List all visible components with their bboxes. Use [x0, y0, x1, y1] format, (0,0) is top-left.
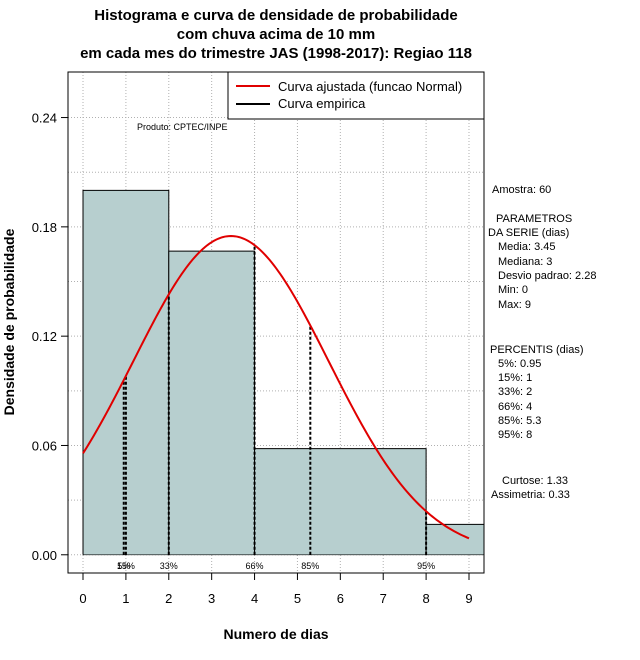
histogram-bars	[82, 189, 485, 556]
kurtosis: Curtose: 1.33	[502, 475, 568, 487]
percentile-95: 95%: 8	[498, 429, 532, 441]
percentile-label-15%: 15%	[117, 561, 135, 571]
percentile-5: 5%: 0.95	[498, 358, 541, 370]
percentile-label-85%: 85%	[301, 561, 319, 571]
fitted-normal-curve	[82, 235, 470, 540]
y-axis: 0.00 0.06 0.12 0.18 0.24	[32, 111, 69, 563]
percentile-label-66%: 66%	[246, 561, 264, 571]
percentile-markers: 5%15% 33% 66% 85% 95%	[117, 245, 435, 571]
percentile-85: 85%: 5.3	[498, 415, 541, 427]
chart-title-line-1: Histograma e curva de densidade de proba…	[94, 7, 457, 24]
sample-size: Amostra: 60	[492, 184, 551, 196]
histogram-bar-0	[83, 190, 169, 555]
param-median: Mediana: 3	[498, 256, 552, 268]
x-tick-label-6: 6	[337, 591, 344, 606]
percentile-66: 66%: 4	[498, 401, 532, 413]
percentile-15: 15%: 1	[498, 372, 532, 384]
y-tick-label-0.00: 0.00	[32, 548, 57, 563]
product-label: Produto: CPTEC/INPE	[137, 122, 228, 132]
percentile-33: 33%: 2	[498, 386, 532, 398]
params-header-line-2: DA SERIE (dias)	[488, 227, 569, 239]
percentile-label-5%: 5%	[117, 561, 130, 571]
param-mean: Media: 3.45	[498, 241, 555, 253]
param-sd: Desvio padrao: 2.28	[498, 270, 596, 282]
legend-box	[227, 71, 485, 120]
legend-label-empirical: Curva empirica	[278, 96, 366, 111]
x-tick-label-2: 2	[165, 591, 172, 606]
statistics-panel: Amostra: 60 PARAMETROS DA SERIE (dias) M…	[488, 184, 596, 501]
legend-label-fitted: Curva ajustada (funcao Normal)	[278, 79, 462, 94]
x-tick-label-7: 7	[380, 591, 387, 606]
histogram-bar-2	[254, 448, 427, 555]
y-axis-title: Densidade de probabilidade	[1, 228, 17, 415]
legend: Curva ajustada (funcao Normal) Curva emp…	[227, 71, 485, 120]
y-tick-label-0.12: 0.12	[32, 329, 57, 344]
x-tick-label-1: 1	[122, 591, 129, 606]
skewness: Assimetria: 0.33	[491, 489, 570, 501]
x-tick-label-0: 0	[79, 591, 86, 606]
x-tick-label-8: 8	[422, 591, 429, 606]
param-min: Min: 0	[498, 284, 528, 296]
param-max: Max: 9	[498, 299, 531, 311]
empirical-step-2	[254, 448, 427, 555]
y-tick-label-0.24: 0.24	[32, 111, 57, 126]
x-tick-label-3: 3	[208, 591, 215, 606]
y-tick-label-0.18: 0.18	[32, 220, 57, 235]
histogram-bar-3	[426, 524, 484, 555]
x-tick-label-9: 9	[465, 591, 472, 606]
percentiles-header: PERCENTIS (dias)	[490, 344, 584, 356]
percentile-label-33%: 33%	[160, 561, 178, 571]
params-header-line-1: PARAMETROS	[496, 213, 572, 225]
x-axis-title: Numero de dias	[223, 626, 328, 642]
histogram-bar-1	[168, 251, 255, 555]
fitted-curve-layer	[82, 235, 470, 540]
y-tick-label-0.06: 0.06	[32, 438, 57, 453]
percentile-label-95%: 95%	[417, 561, 435, 571]
x-tick-label-4: 4	[251, 591, 258, 606]
chart-title-line-3: em cada mes do trimestre JAS (1998-2017)…	[80, 45, 472, 62]
x-axis: 0 1 2 3 4 5 6 7 8 9	[79, 572, 473, 606]
x-tick-label-5: 5	[294, 591, 301, 606]
chart-title-line-2: com chuva acima de 10 mm	[177, 26, 375, 43]
